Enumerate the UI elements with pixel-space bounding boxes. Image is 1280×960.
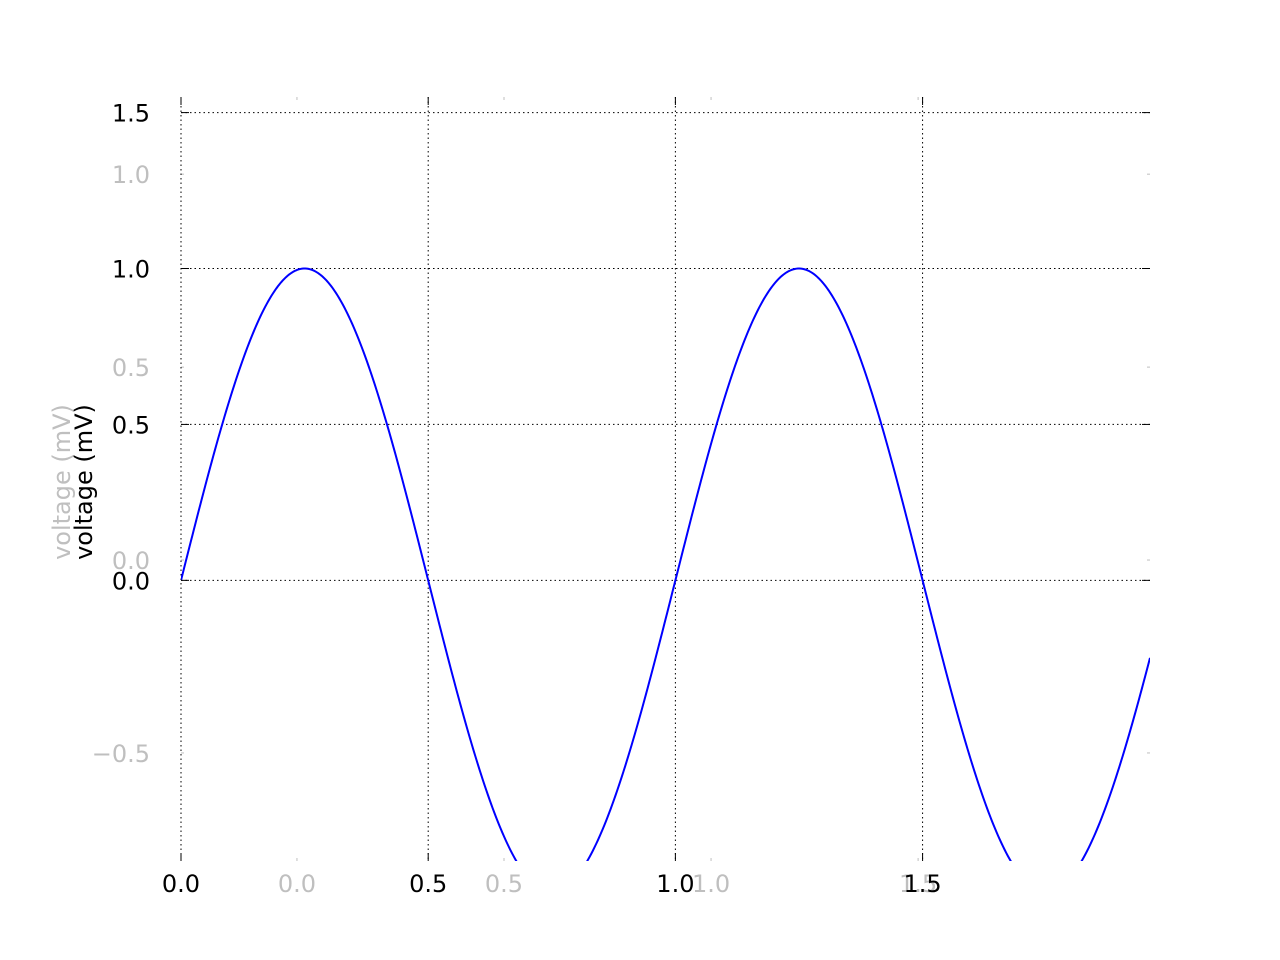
y-tick-label-2: 1.0 xyxy=(112,256,150,284)
grid xyxy=(180,97,1150,861)
y-tick-label-3: 1.5 xyxy=(112,100,150,128)
x-tick-label-0: 0.0 xyxy=(162,870,200,898)
ghost-x-tick-label-3: 1.5 xyxy=(899,870,937,898)
ghost-y-tick-label-1: 0.0 xyxy=(112,547,150,575)
y-axis-label: voltage (mV) xyxy=(70,404,98,560)
series-layer xyxy=(181,267,1150,861)
axes: 0.0 0.5 1.0 1.5 0.0 0.5 1.0 1.5 xyxy=(112,97,1150,898)
ghost-x-tick-label-2: 1.0 xyxy=(692,870,730,898)
ghost-x-tick-label-1: 0.5 xyxy=(485,870,523,898)
x-tick-label-2: 1.0 xyxy=(656,870,694,898)
y-tick-label-0: 0.0 xyxy=(112,567,150,595)
ghost-x-tick-label-0: 0.0 xyxy=(278,870,316,898)
x-tick-label-3: 1.5 xyxy=(903,870,941,898)
ghost-axes: 0.0 0.5 1.0 1.5 −0.5 0.0 0.5 1.0 xyxy=(92,97,1150,898)
ghost-y-tick-label-3: 1.0 xyxy=(112,161,150,189)
x-tick-label-1: 0.5 xyxy=(409,870,447,898)
ghost-y-axis-label: voltage (mV) xyxy=(48,404,76,560)
series-line-0 xyxy=(181,267,1150,861)
y-tick-label-1: 0.5 xyxy=(112,411,150,439)
ghost-y-tick-label-2: 0.5 xyxy=(112,354,150,382)
ghost-y-tick-label-0: −0.5 xyxy=(92,740,150,768)
